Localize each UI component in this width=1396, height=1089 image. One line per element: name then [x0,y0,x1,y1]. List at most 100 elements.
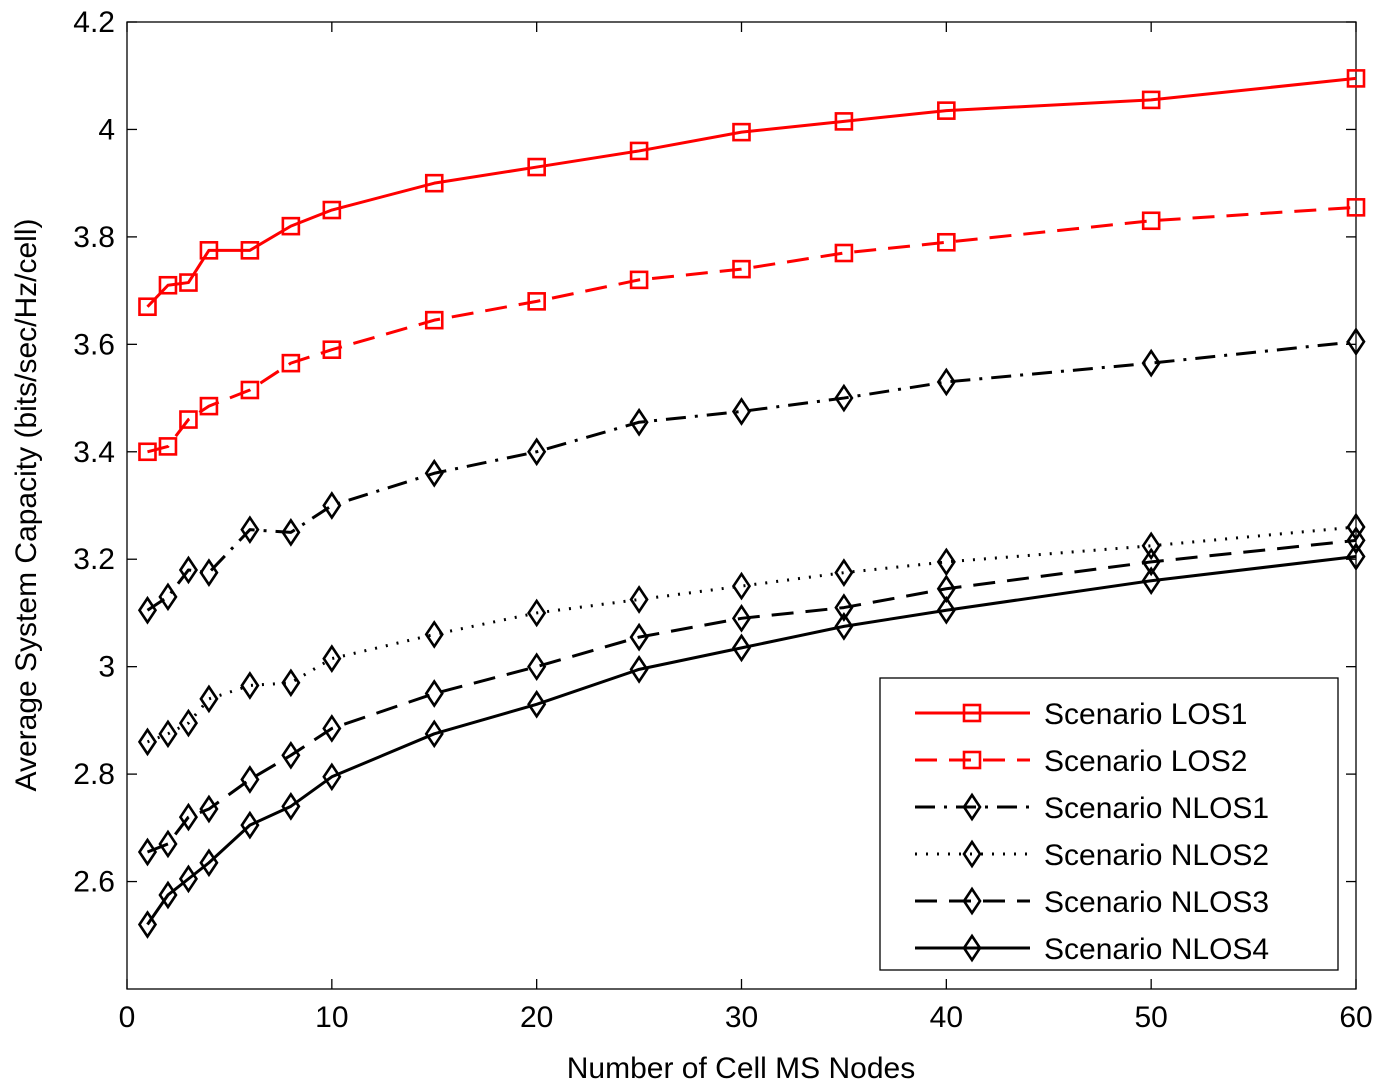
data-point [527,157,546,177]
data-point [731,633,752,663]
data-point [834,612,854,641]
data-point [834,558,854,587]
data-point [834,383,854,413]
legend-marker [962,750,982,770]
data-point [731,571,752,601]
data-point [1346,526,1366,555]
legend-marker [962,792,982,822]
data-point [629,622,649,652]
data-point [158,437,178,456]
data-point [158,880,178,910]
data-point [424,620,444,649]
data-point [936,547,956,577]
series-scenario-los1 [138,69,1366,317]
data-point [158,275,178,295]
data-point [1141,566,1161,596]
data-point [199,848,219,878]
data-point [158,719,178,749]
data-point [281,216,301,236]
axis-ticks [126,21,1357,989]
legend-marker [962,839,982,869]
data-point [937,101,956,120]
data-point [322,200,342,220]
data-point [281,518,301,547]
data-point [240,515,260,545]
data-point [199,684,219,714]
series-line [146,555,1357,926]
data-point [322,340,342,360]
y-tick-label: 3 [98,651,115,684]
data-point [1141,547,1161,577]
data-point [137,910,158,939]
legend-label: Scenario LOS1 [1044,698,1247,731]
data-point [199,396,219,416]
data-point [527,689,547,719]
data-point [629,655,649,684]
data-point [138,442,157,462]
data-point [178,864,199,894]
data-point [240,241,260,260]
data-point [281,792,301,821]
data-point [1346,327,1366,356]
data-point [1346,69,1366,88]
data-point [158,829,178,859]
series-line [146,525,1357,744]
tick-labels: 0 10 20 30 40 50 60 2.6 2.8 3 3.2 3.4 3.6 3.8 4 4.2 [73,6,1372,1034]
series-scenario-los2 [138,198,1366,462]
series-scenario-nlos2 [137,512,1366,757]
x-tick-label: 0 [119,1001,136,1034]
data-point [731,397,752,426]
legend-label: Scenario NLOS2 [1044,839,1269,872]
series-line [146,340,1357,612]
legend-label: Scenario LOS2 [1044,745,1247,778]
x-axis-title: Number of Cell MS Nodes [567,1052,915,1085]
data-point [199,558,219,587]
data-point [158,582,178,612]
data-point [731,603,752,633]
y-tick-label: 3.4 [73,436,115,469]
data-point [178,708,199,738]
data-point [424,458,444,488]
y-tick-label: 3.8 [73,221,115,254]
data-point [834,243,854,263]
legend-label: Scenario NLOS3 [1044,886,1269,919]
data-point [137,837,158,867]
x-tick-label: 50 [1134,1001,1167,1034]
data-point [240,765,260,794]
data-point [629,407,649,437]
series-line [147,205,1357,454]
series-line [146,76,1357,308]
x-tick-label: 30 [725,1001,758,1034]
data-point [179,273,198,292]
data-point [199,794,219,824]
data-point [322,491,342,520]
data-point [834,593,854,622]
data-point [1141,348,1161,378]
data-point [629,141,649,161]
y-tick-label: 2.6 [73,866,115,899]
data-point [629,270,649,290]
data-point [629,585,649,614]
y-tick-label: 4.2 [73,6,115,39]
data-point [732,259,751,279]
data-point [281,740,301,770]
data-point [179,410,198,429]
data-point [424,719,444,749]
series-scenario-nlos4 [137,542,1366,939]
data-point [936,367,956,397]
x-tick-label: 20 [520,1001,553,1034]
data-point [240,380,260,400]
data-point [199,241,219,260]
data-point [527,292,546,311]
data-point [137,595,158,625]
data-point [1141,90,1161,110]
data-point [322,644,342,673]
data-point [527,437,547,467]
data-point [937,232,956,252]
data-point [1346,512,1366,542]
legend-label: Scenario NLOS1 [1044,792,1269,825]
legend: Scenario LOS1 Scenario LOS2 Scenario NLOS1… [879,677,1339,971]
legend-marker [962,933,982,963]
data-point [936,574,956,604]
